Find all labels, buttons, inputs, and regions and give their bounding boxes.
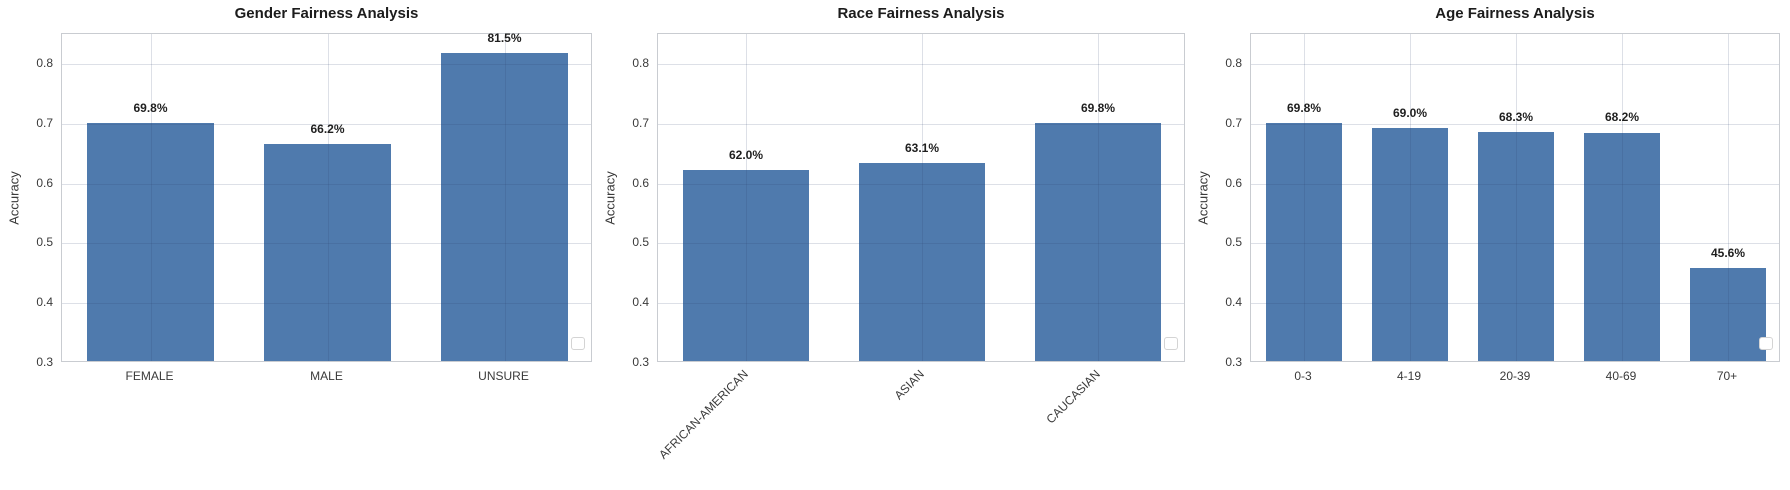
y-tick-label: 0.8 <box>36 55 53 70</box>
bar-male <box>263 144 392 361</box>
gridline <box>62 243 591 245</box>
bar-0-3 <box>1265 122 1343 361</box>
bar-value-label: 69.8% <box>1286 100 1322 115</box>
bar-asian <box>858 163 986 361</box>
gridline <box>1304 34 1305 361</box>
bar-value-label: 66.2% <box>310 122 345 137</box>
gridline <box>746 34 747 361</box>
bar-caucasian <box>1034 122 1162 361</box>
plot-area: 62.0% 63.1% 69.8% <box>657 33 1185 362</box>
x-tick-label: 4-19 <box>1396 369 1422 383</box>
legend-box <box>571 337 585 350</box>
bar-value-label: 69.8% <box>133 100 168 115</box>
gridline <box>1251 183 1779 185</box>
gridline <box>1251 243 1779 245</box>
y-tick-label: 0.5 <box>36 235 53 250</box>
y-tick-label: 0.3 <box>1225 355 1242 369</box>
y-tick-label: 0.5 <box>1225 235 1242 250</box>
bar-value-label: 63.1% <box>904 141 940 155</box>
gridline <box>504 34 506 361</box>
bar-4-19 <box>1371 127 1449 361</box>
bar-value-label: 81.5% <box>487 30 522 45</box>
gridline <box>1251 63 1779 65</box>
gridline <box>62 63 591 65</box>
y-tick-label: 0.3 <box>632 355 649 369</box>
chart-title: Age Fairness Analysis <box>1435 5 1595 22</box>
gridline <box>62 183 591 185</box>
gridline <box>1251 123 1779 125</box>
bar-40-69 <box>1583 132 1661 361</box>
x-tick-label: 70+ <box>1716 369 1738 383</box>
bar-value-label: 62.0% <box>728 147 764 162</box>
plot-area: 69.8% 66.2% 81.5% <box>61 30 592 362</box>
x-tick-label: 0-3 <box>1294 369 1312 383</box>
gridline <box>327 34 329 361</box>
x-tick-label: MALE <box>310 369 343 383</box>
bar-70+ <box>1689 267 1767 361</box>
gridline <box>1410 34 1411 361</box>
y-tick-label: 0.4 <box>1225 295 1242 310</box>
bar-value-label: 68.3% <box>1498 109 1534 124</box>
plot-area: 69.8% 69.0% 68.3% 68.2% 45.6% <box>1250 33 1780 362</box>
y-tick-label: 0.7 <box>632 115 649 130</box>
bar-value-label: 68.2% <box>1604 110 1640 125</box>
x-tick-label: 40-69 <box>1605 369 1637 383</box>
bar-20-39 <box>1477 131 1555 361</box>
y-tick-label: 0.6 <box>36 175 53 190</box>
gridline <box>1098 34 1099 361</box>
legend-box <box>1759 337 1773 350</box>
legend-box <box>1164 337 1178 350</box>
y-tick-label: 0.3 <box>36 355 53 369</box>
bar-value-label: 69.0% <box>1392 105 1428 120</box>
gridline <box>658 123 1184 125</box>
gridline <box>658 63 1184 65</box>
gridline <box>62 303 591 305</box>
y-tick-label: 0.4 <box>36 295 53 310</box>
y-tick-label: 0.7 <box>1225 115 1242 130</box>
chart-title: Race Fairness Analysis <box>837 5 1005 22</box>
y-tick-label: 0.5 <box>632 235 649 250</box>
gridline <box>658 243 1184 245</box>
y-tick-label: 0.4 <box>632 295 649 310</box>
gridline <box>922 34 923 361</box>
y-tick-label: 0.7 <box>36 115 53 130</box>
chart-title: Gender Fairness Analysis <box>234 5 419 22</box>
x-tick-label: 20-39 <box>1499 369 1531 383</box>
y-tick-label: 0.8 <box>632 55 649 70</box>
gridline <box>658 183 1184 185</box>
x-tick-label: UNSURE <box>478 369 529 383</box>
bar-value-label: 45.6% <box>1710 245 1746 260</box>
gridline <box>1516 34 1517 361</box>
bar-unsure <box>440 52 569 361</box>
bar-african-american <box>682 169 810 361</box>
bar-female <box>86 122 215 361</box>
x-tick-label: FEMALE <box>125 369 174 383</box>
gridline <box>658 303 1184 305</box>
y-tick-label: 0.6 <box>632 175 649 190</box>
y-tick-label: 0.8 <box>1225 55 1242 70</box>
gridline <box>62 123 591 125</box>
gridline <box>150 34 152 361</box>
gridline <box>1728 34 1729 361</box>
gridline <box>1251 303 1779 305</box>
gridline <box>1622 34 1623 361</box>
y-tick-label: 0.6 <box>1225 175 1242 190</box>
bar-value-label: 69.8% <box>1080 100 1116 115</box>
